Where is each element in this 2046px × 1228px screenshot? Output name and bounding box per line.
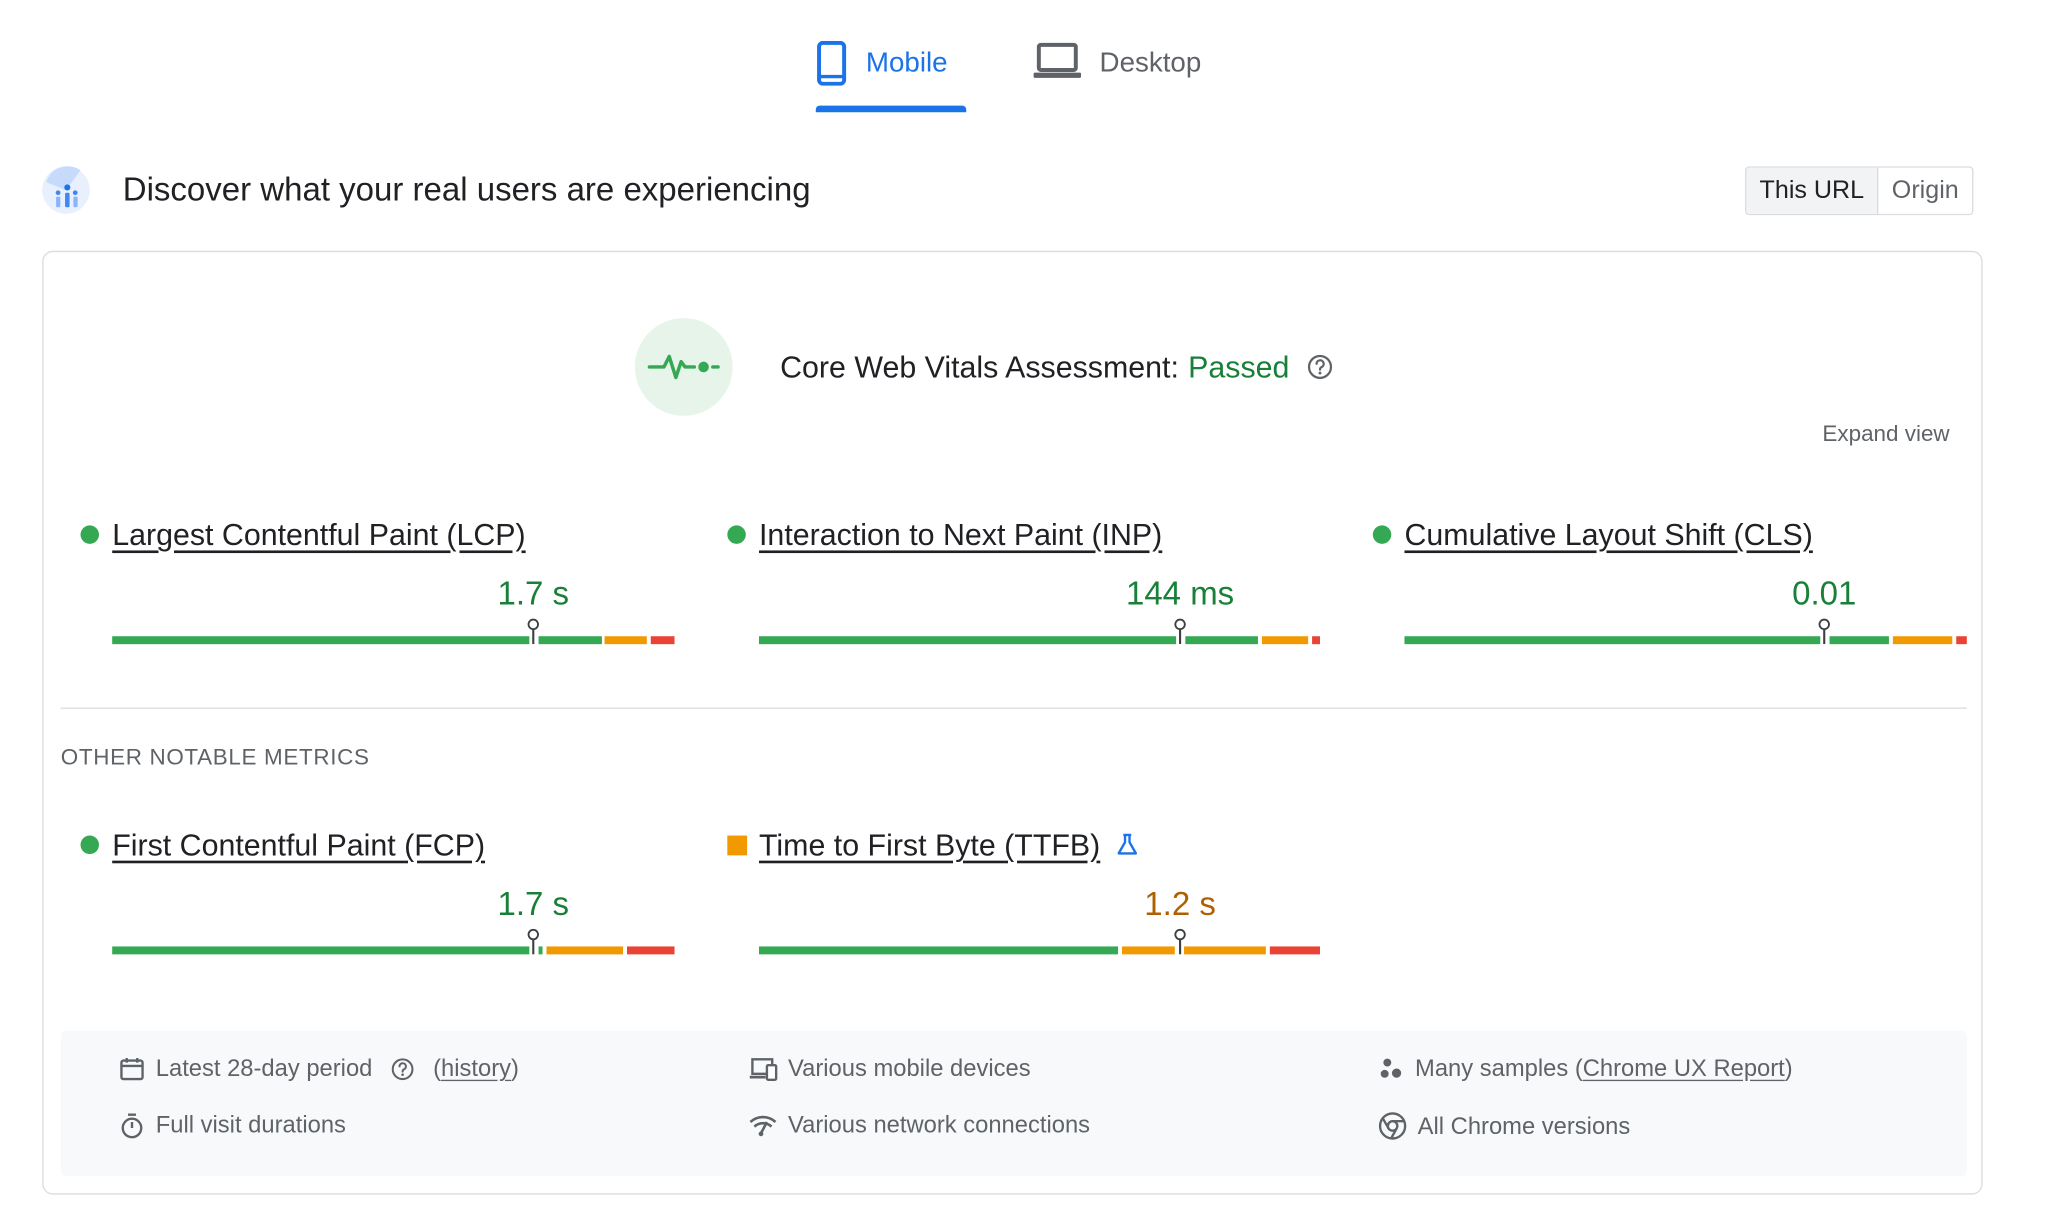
chrome-ux-report-link[interactable]: Chrome UX Report	[1582, 1054, 1785, 1082]
good-segment-tail	[538, 636, 602, 645]
metric-fcp: First Contentful Paint (FCP) 1.7 s	[80, 824, 680, 982]
active-tab-indicator	[815, 105, 967, 113]
needs-improvement-segment-tail	[1184, 946, 1266, 955]
value-marker-icon	[527, 928, 539, 955]
network-item: Various network connections	[748, 1111, 1090, 1139]
needs-improvement-segment	[1892, 636, 1953, 645]
good-segment	[1404, 636, 1821, 645]
samples-item: Many samples (Chrome UX Report)	[1378, 1055, 1793, 1083]
value-marker-icon	[1818, 618, 1830, 645]
value-marker-icon	[1174, 618, 1186, 645]
samples-text: Many samples (Chrome UX Report)	[1415, 1055, 1793, 1083]
assessment-label: Core Web Vitals Assessment:	[780, 349, 1179, 385]
metric-name-link[interactable]: Largest Contentful Paint (LCP)	[112, 517, 526, 552]
good-status-icon	[80, 835, 100, 855]
metric-value: 1.7 s	[497, 885, 570, 923]
metric-ttfb: Time to First Byte (TTFB) 1.2 s	[727, 824, 1327, 982]
metric-cls: Cumulative Layout Shift (CLS) 0.01	[1372, 513, 1972, 671]
experimental-flask-icon[interactable]	[1113, 832, 1139, 858]
tab-desktop[interactable]: Desktop	[1033, 37, 1232, 114]
needs-improvement-status-icon	[727, 835, 748, 856]
distribution-bar	[1404, 636, 1967, 645]
smartphone-icon	[816, 37, 848, 92]
chrome-versions-item: All Chrome versions	[1378, 1111, 1630, 1140]
url-origin-toggle: This URL Origin	[1745, 166, 1974, 216]
good-segment	[112, 636, 530, 645]
field-data-card: Core Web Vitals Assessment: Passed Expan…	[42, 250, 1983, 1195]
metric-lcp: Largest Contentful Paint (LCP) 1.7 s	[80, 513, 680, 671]
metric-value: 1.2 s	[1144, 885, 1216, 923]
samples-prefix: Many samples (	[1415, 1054, 1583, 1082]
section-title: Discover what your real users are experi…	[122, 171, 811, 209]
help-icon[interactable]	[391, 1057, 415, 1081]
tab-desktop-label: Desktop	[1099, 47, 1202, 78]
poor-segment	[627, 946, 675, 955]
section-divider	[60, 707, 1967, 709]
needs-improvement-segment	[604, 636, 647, 645]
poor-segment	[1269, 946, 1320, 955]
assessment-title: Core Web Vitals Assessment: Passed	[780, 346, 1333, 388]
metric-name-link[interactable]: Time to First Byte (TTFB)	[759, 827, 1101, 862]
poor-segment	[1312, 636, 1320, 645]
help-icon[interactable]	[1307, 354, 1333, 380]
distribution-bar	[759, 636, 1321, 645]
device-tabs: Mobile Desktop	[0, 0, 2046, 119]
visit-duration-item: Full visit durations	[119, 1111, 346, 1139]
devices-item: Various mobile devices	[748, 1054, 1031, 1083]
samples-suffix: )	[1784, 1054, 1793, 1082]
good-segment-tail	[1829, 636, 1889, 645]
history-wrapper: (history)	[433, 1054, 519, 1082]
laptop-icon	[1033, 37, 1082, 87]
data-collection-details: Latest 28-day period (history) Full visi…	[60, 1030, 1967, 1177]
good-segment	[759, 636, 1177, 645]
visit-duration-text: Full visit durations	[155, 1111, 346, 1138]
metric-name-link[interactable]: Cumulative Layout Shift (CLS)	[1404, 517, 1813, 552]
crux-logo-icon	[41, 165, 91, 215]
good-status-icon	[1372, 525, 1392, 544]
collection-period-text: Latest 28-day period	[155, 1054, 373, 1082]
calendar-icon	[120, 1057, 144, 1080]
metric-value: 0.01	[1792, 575, 1857, 613]
metric-name-link[interactable]: First Contentful Paint (FCP)	[112, 827, 486, 862]
chrome-icon	[1378, 1112, 1407, 1140]
distribution-bar	[112, 946, 675, 955]
good-segment	[759, 946, 1119, 955]
devices-icon	[749, 1057, 778, 1081]
metric-value: 1.7 s	[497, 575, 570, 613]
devices-text: Various mobile devices	[788, 1054, 1031, 1082]
value-marker-icon	[1174, 928, 1186, 955]
stopwatch-icon	[121, 1112, 143, 1138]
metric-name-link[interactable]: Interaction to Next Paint (INP)	[759, 517, 1163, 552]
history-link[interactable]: history	[441, 1054, 512, 1082]
poor-segment	[1956, 636, 1967, 645]
good-segment	[112, 946, 530, 955]
chrome-versions-text: All Chrome versions	[1417, 1112, 1631, 1139]
tab-mobile-label: Mobile	[865, 47, 948, 78]
needs-improvement-segment	[1261, 636, 1309, 645]
poor-segment	[650, 636, 675, 645]
samples-icon	[1380, 1057, 1402, 1078]
network-signal-icon	[749, 1115, 777, 1136]
good-segment-tail	[1185, 636, 1258, 645]
metric-value: 144 ms	[1125, 575, 1235, 613]
good-segment-tail	[538, 946, 543, 955]
distribution-bar	[112, 636, 675, 645]
assessment-status: Passed	[1188, 349, 1290, 385]
network-text: Various network connections	[788, 1111, 1091, 1138]
this-url-button[interactable]: This URL	[1746, 167, 1879, 214]
origin-button[interactable]: Origin	[1891, 176, 1959, 205]
needs-improvement-segment	[1122, 946, 1175, 955]
needs-improvement-segment	[546, 946, 624, 955]
value-marker-icon	[527, 618, 539, 645]
tab-mobile[interactable]: Mobile	[816, 37, 966, 114]
good-status-icon	[80, 525, 100, 544]
good-status-icon	[727, 525, 746, 544]
distribution-bar	[759, 946, 1321, 955]
expand-view-link[interactable]: Expand view	[1822, 421, 1950, 447]
collection-period-item: Latest 28-day period (history)	[119, 1055, 519, 1083]
other-metrics-heading: OTHER NOTABLE METRICS	[60, 744, 370, 770]
metric-inp: Interaction to Next Paint (INP) 144 ms	[727, 513, 1327, 671]
pulse-icon	[634, 318, 733, 416]
